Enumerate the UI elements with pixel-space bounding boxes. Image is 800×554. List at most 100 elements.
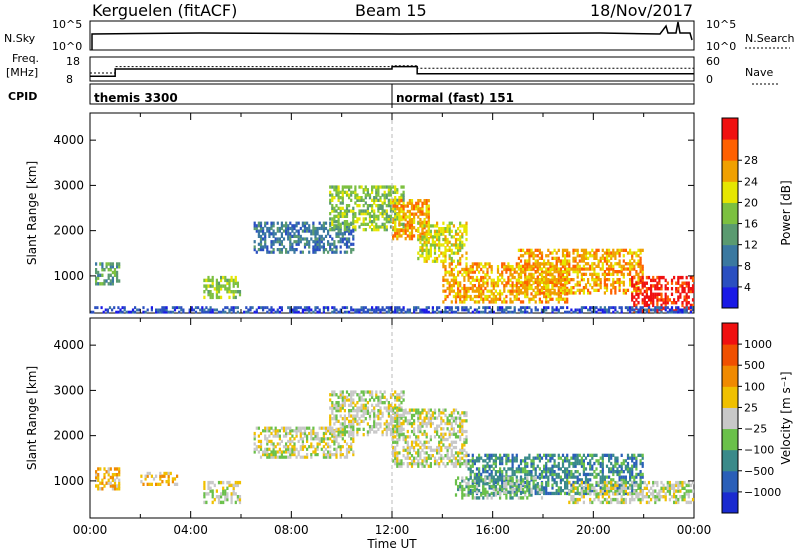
- data-cell: [555, 262, 558, 266]
- data-cell: [484, 308, 487, 312]
- data-cell: [553, 267, 556, 271]
- data-cell: [549, 270, 552, 274]
- data-cell: [473, 300, 476, 304]
- data-cell: [278, 437, 281, 441]
- data-cell: [371, 190, 374, 194]
- data-cell: [232, 492, 235, 496]
- data-cell: [555, 264, 558, 268]
- data-cell: [490, 453, 493, 457]
- data-cell: [436, 224, 439, 228]
- data-cell: [316, 437, 319, 441]
- data-cell: [566, 262, 569, 266]
- data-cell: [362, 220, 365, 224]
- data-cell: [647, 287, 651, 291]
- data-cell: [587, 278, 590, 282]
- data-cell: [496, 270, 500, 274]
- data-cell: [270, 242, 273, 246]
- data-cell: [354, 190, 357, 194]
- data-cell: [459, 451, 462, 455]
- freq-label-1: Freq.: [12, 52, 39, 65]
- data-cell: [387, 427, 390, 431]
- data-cell: [637, 287, 640, 291]
- data-cell: [584, 486, 588, 490]
- data-cell: [624, 478, 627, 482]
- data-cell: [530, 251, 533, 255]
- data-cell: [631, 475, 634, 479]
- data-cell: [561, 461, 565, 466]
- data-cell: [398, 201, 401, 205]
- data-cell: [465, 419, 468, 423]
- data-cell: [306, 242, 309, 246]
- data-cell: [515, 467, 518, 471]
- data-cell: [475, 310, 479, 314]
- data-cell: [463, 487, 466, 492]
- data-cell: [683, 281, 686, 285]
- data-cell: [127, 310, 130, 314]
- data-cell: [358, 217, 361, 221]
- data-cell: [574, 310, 577, 314]
- data-cell: [580, 254, 583, 258]
- data-cell: [545, 483, 548, 487]
- data-cell: [515, 262, 518, 266]
- data-cell: [492, 461, 495, 466]
- data-cell: [264, 447, 267, 451]
- data-cell: [463, 289, 466, 293]
- data-cell: [454, 243, 458, 247]
- data-cell: [503, 453, 506, 457]
- data-cell: [438, 451, 441, 455]
- data-cell: [576, 267, 579, 271]
- data-cell: [471, 459, 474, 463]
- data-cell: [446, 229, 449, 233]
- data-cell: [410, 234, 414, 238]
- data-cell: [484, 470, 487, 474]
- data-cell: [404, 408, 407, 412]
- data-cell: [119, 308, 122, 312]
- data-cell: [335, 185, 338, 189]
- data-cell: [517, 267, 520, 271]
- data-cell: [440, 259, 443, 263]
- data-cell: [631, 472, 634, 477]
- data-cell: [545, 491, 548, 496]
- data-cell: [398, 218, 401, 222]
- data-cell: [377, 409, 380, 413]
- data-cell: [580, 310, 583, 314]
- data-cell: [551, 467, 554, 471]
- data-cell: [341, 422, 344, 426]
- data-cell: [375, 190, 378, 194]
- data-cell: [526, 251, 529, 255]
- data-cell: [289, 439, 292, 443]
- data-cell: [222, 489, 225, 493]
- data-cell: [389, 403, 393, 407]
- data-cell: [118, 279, 121, 283]
- data-cell: [400, 429, 403, 434]
- data-cell: [587, 472, 590, 477]
- data-cell: [557, 288, 560, 292]
- data-cell: [463, 462, 466, 466]
- data-cell: [452, 294, 455, 299]
- data-cell: [433, 235, 437, 239]
- data-cell: [526, 278, 529, 282]
- data-cell: [398, 413, 401, 418]
- data-cell: [620, 267, 623, 271]
- data-cell: [392, 201, 395, 205]
- data-cell: [538, 251, 541, 255]
- data-cell: [580, 459, 583, 463]
- data-cell: [540, 254, 544, 258]
- data-cell: [280, 450, 283, 454]
- data-cell: [574, 459, 577, 463]
- data-cell: [396, 228, 399, 233]
- data-cell: [402, 225, 405, 229]
- data-cell: [329, 455, 332, 459]
- data-cell: [589, 464, 592, 468]
- data-cell: [410, 228, 414, 233]
- data-cell: [524, 283, 527, 287]
- data-cell: [635, 281, 638, 285]
- data-cell: [350, 414, 353, 418]
- data-cell: [578, 472, 581, 477]
- data-cell: [599, 306, 602, 310]
- data-cell: [259, 242, 263, 246]
- data-cell: [530, 459, 533, 463]
- data-cell: [488, 306, 491, 310]
- colorbar-swatch: [722, 118, 738, 140]
- data-cell: [101, 273, 104, 277]
